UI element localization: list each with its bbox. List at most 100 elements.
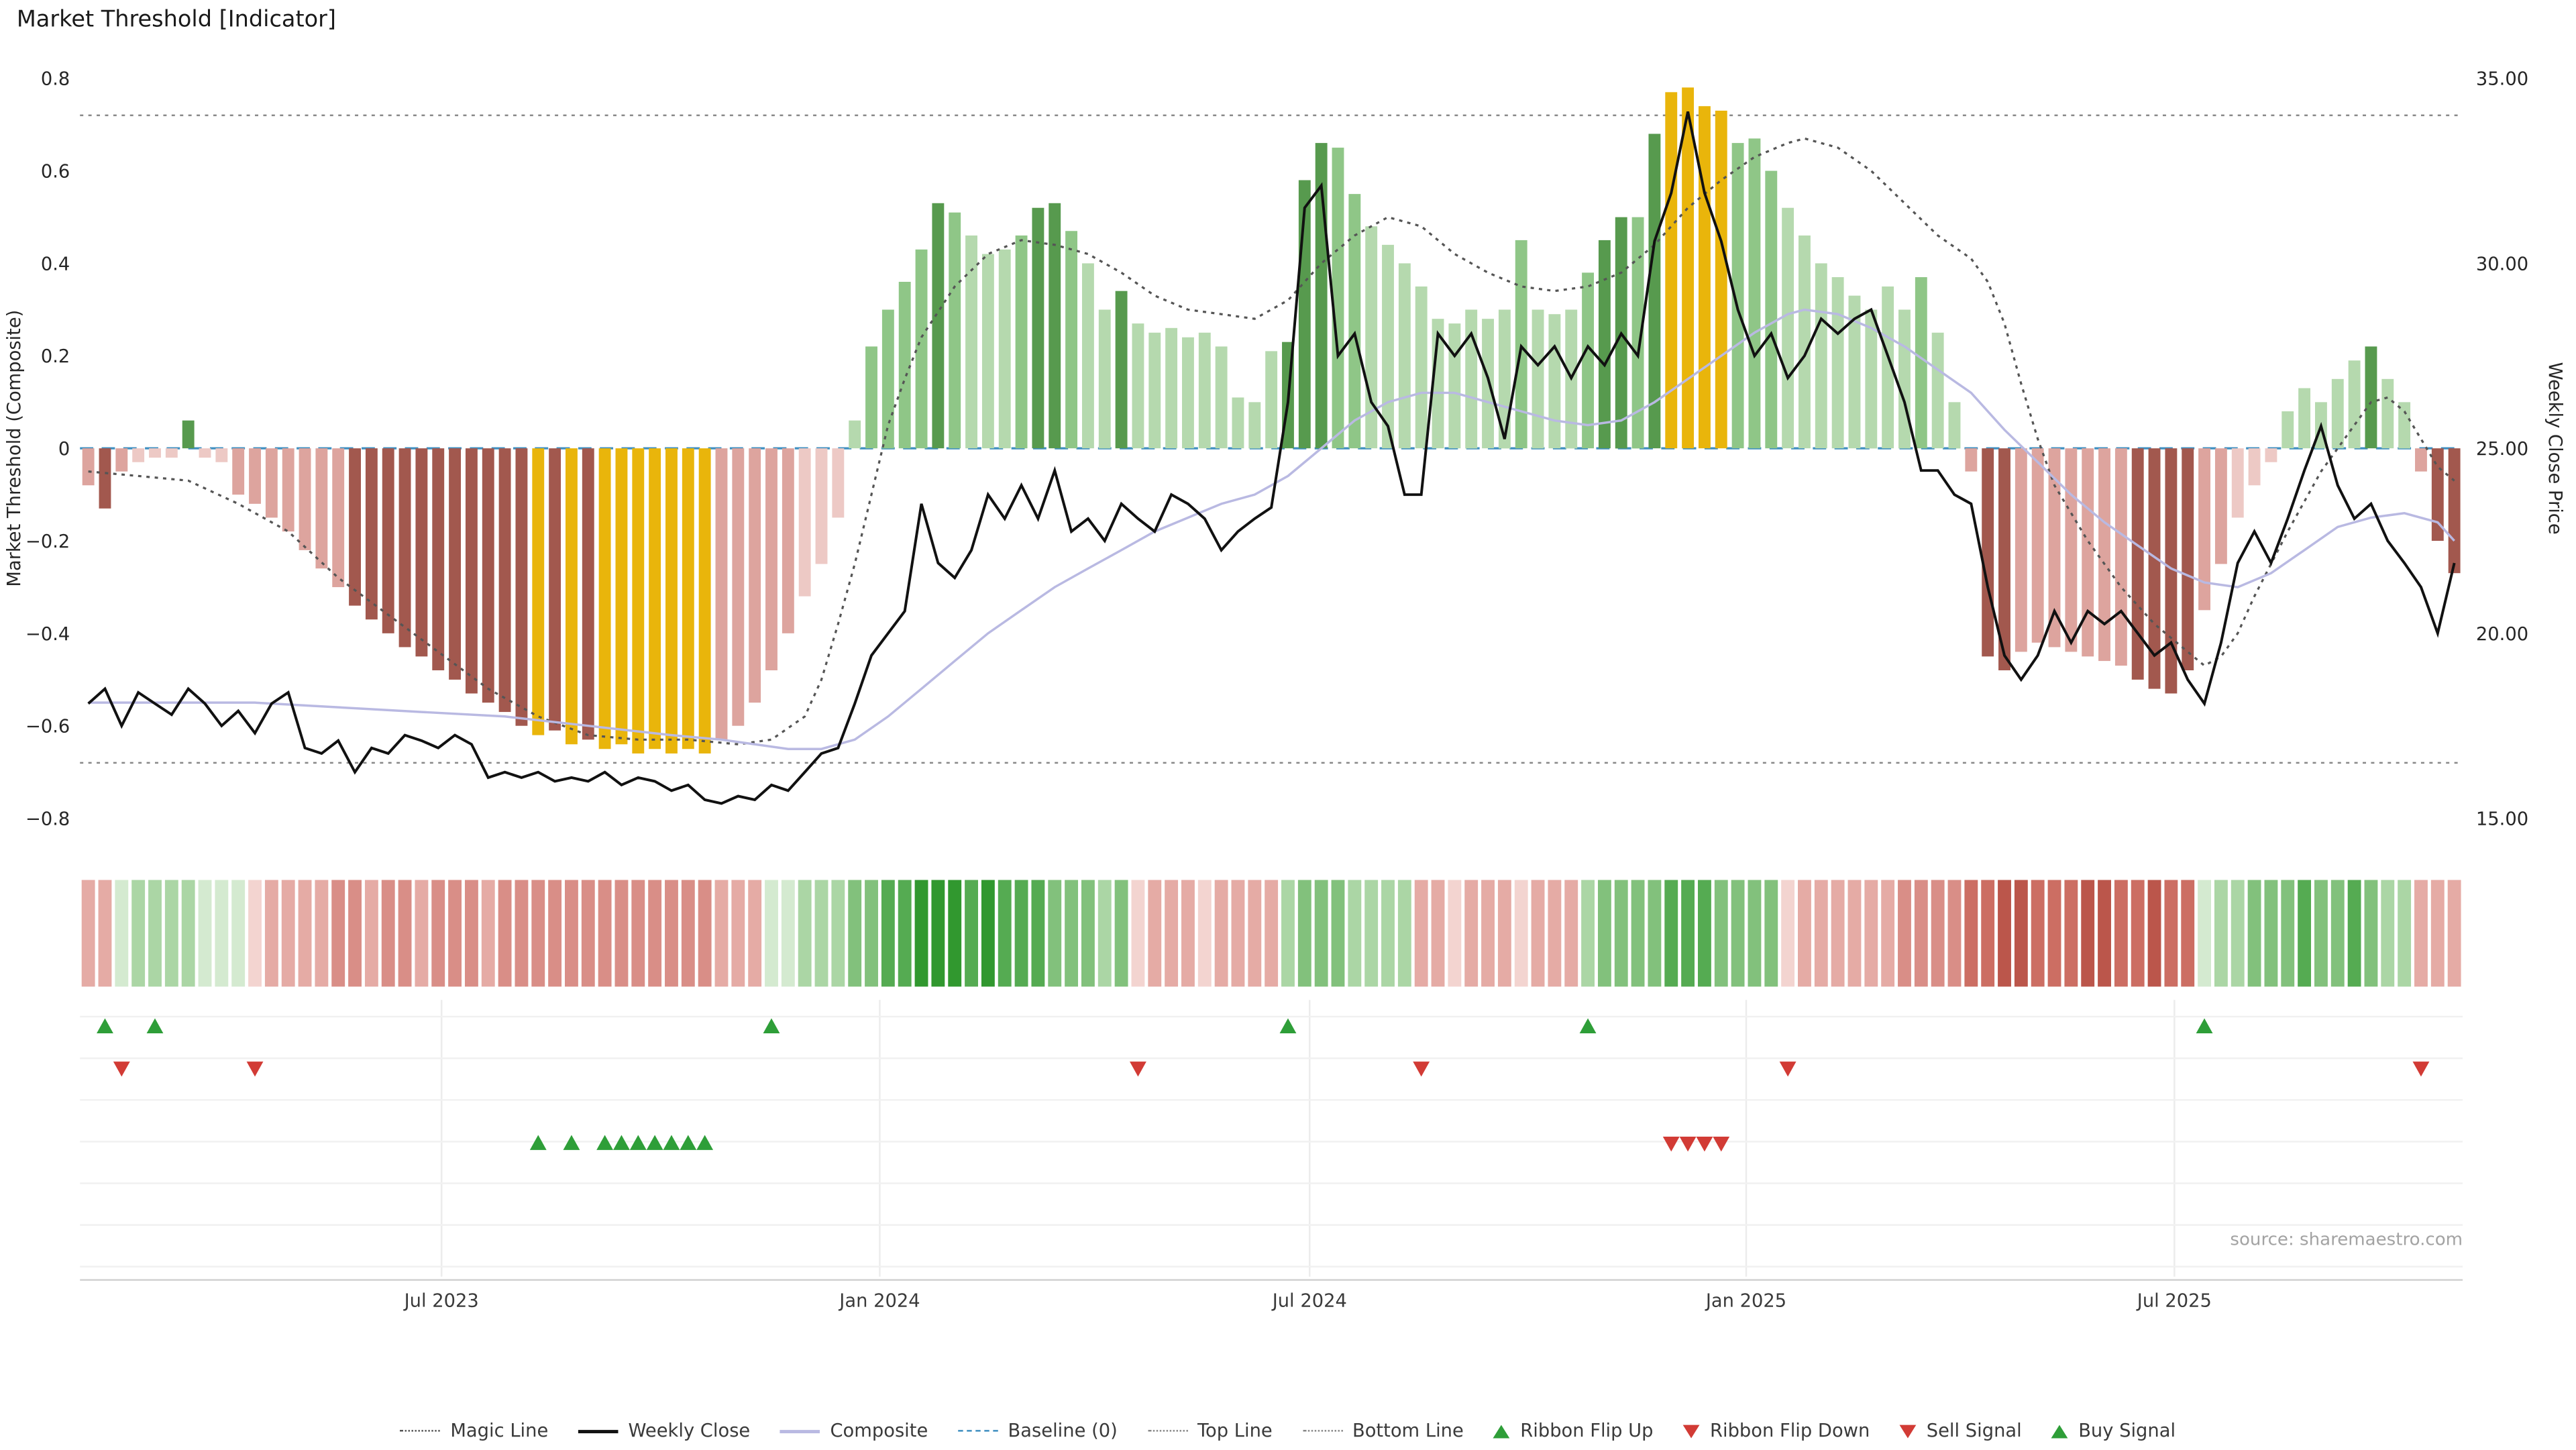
composite-bar xyxy=(2448,448,2461,574)
x-axis-tick: Jan 2024 xyxy=(838,1290,920,1311)
ribbon-cell xyxy=(115,880,129,987)
composite-bar xyxy=(549,448,561,731)
ribbon-flip-up-icon xyxy=(1579,1018,1597,1033)
composite-swatch xyxy=(780,1429,820,1433)
composite-bar xyxy=(915,249,928,449)
ribbon-cell xyxy=(1181,880,1195,987)
ribbon-cell xyxy=(931,880,945,987)
buy-signal-icon xyxy=(629,1135,647,1150)
composite-bar xyxy=(1915,277,1927,449)
ribbon-cell xyxy=(348,880,362,987)
ribbon-flip-up-icon xyxy=(1493,1424,1511,1438)
ribbon-cell xyxy=(1831,880,1845,987)
ribbon-cell xyxy=(1931,880,1945,987)
ribbon-cell xyxy=(1981,880,1995,987)
ribbon-cell xyxy=(2381,880,2395,987)
ribbon-cell xyxy=(131,880,146,987)
legend-label: Composite xyxy=(830,1420,928,1442)
composite-bar xyxy=(332,448,345,588)
ribbon-cell xyxy=(1548,880,1562,987)
ribbon-cell xyxy=(898,880,912,987)
composite-bar xyxy=(1248,402,1261,449)
composite-bar xyxy=(782,448,794,633)
right-axis-tick: 20.00 xyxy=(2476,624,2528,645)
composite-bar xyxy=(1065,231,1078,449)
ribbon-flip-up-icon xyxy=(2196,1018,2213,1033)
composite-bar xyxy=(2131,448,2144,680)
composite-bar xyxy=(1098,309,1111,449)
ribbon-flip-down-icon xyxy=(1413,1061,1430,1077)
ribbon-cell xyxy=(2247,880,2261,987)
ribbon-cell xyxy=(948,880,962,987)
ribbon-cell xyxy=(1448,880,1462,987)
composite-bar xyxy=(2381,378,2394,449)
ribbon-cell xyxy=(364,880,378,987)
composite-bar xyxy=(649,448,661,749)
ribbon-flip-up-icon xyxy=(1279,1018,1297,1033)
ribbon-cell xyxy=(2098,880,2111,987)
composite-bar xyxy=(2431,448,2444,541)
ribbon-cell xyxy=(315,880,329,987)
ribbon-cell xyxy=(1114,880,1128,987)
composite-bar xyxy=(932,203,945,449)
composite-bar xyxy=(1398,263,1411,449)
ribbon-cell xyxy=(1031,880,1045,987)
composite-bar xyxy=(1348,194,1361,449)
legend-item-buy-signal: Buy Signal xyxy=(2051,1420,2176,1441)
x-axis-tick: Jan 2025 xyxy=(1705,1290,1786,1311)
ribbon-flip-down-icon xyxy=(1779,1061,1796,1077)
weekly-close-swatch xyxy=(578,1429,619,1433)
composite-bar xyxy=(265,448,278,518)
x-axis-tick: Jul 2023 xyxy=(403,1290,479,1311)
composite-bar xyxy=(1982,448,1994,657)
left-axis-tick: 0.2 xyxy=(41,346,70,367)
composite-bar xyxy=(1132,323,1144,449)
ribbon-cell xyxy=(2181,880,2195,987)
ribbon-cell xyxy=(1898,880,1911,987)
indicator-chart: 0.8 0.6 0.4 0.2 0 −0.2 −0.4 −0.6 −0.8 35.00 30.00 2… xyxy=(4,69,2565,1312)
ribbon-cell xyxy=(431,880,445,987)
composite-bar xyxy=(1848,295,1861,449)
composite-bar xyxy=(881,309,894,449)
ribbon-cell xyxy=(1614,880,1628,987)
left-axis-tick: 0 xyxy=(58,439,70,460)
ribbon-cell xyxy=(531,880,545,987)
ribbon-cell xyxy=(2447,880,2461,987)
composite-line xyxy=(88,308,2455,750)
composite-bar xyxy=(2365,346,2377,449)
ribbon-cell xyxy=(1748,880,1762,987)
ribbon-flip-down-icon xyxy=(246,1061,264,1077)
composite-bar xyxy=(149,448,161,458)
composite-bar xyxy=(532,448,545,735)
composite-bar xyxy=(732,448,745,726)
ribbon-flip-down-icon xyxy=(2412,1061,2430,1077)
ribbon-cell xyxy=(548,880,562,987)
ribbon-cell xyxy=(415,880,429,987)
ribbon-cell xyxy=(1281,880,1295,987)
composite-bar xyxy=(598,448,611,749)
ribbon-cell xyxy=(2147,880,2161,987)
composite-bar xyxy=(2148,448,2161,689)
legend-item-magic-line: Magic Line xyxy=(400,1420,548,1441)
ribbon-cell xyxy=(1131,880,1145,987)
composite-bar xyxy=(415,448,428,657)
ribbon-cell xyxy=(1314,880,1328,987)
ribbon-cell xyxy=(1248,880,1262,987)
left-axis-tick: 0.4 xyxy=(41,254,70,274)
ribbon-cell xyxy=(1514,880,1528,987)
right-axis-tick: 25.00 xyxy=(2476,439,2528,460)
composite-bar xyxy=(1482,319,1494,449)
ribbon-cell xyxy=(1814,880,1828,987)
ribbon-cell xyxy=(1381,880,1395,987)
ribbon-cell xyxy=(2347,880,2361,987)
composite-bar xyxy=(1748,138,1761,449)
composite-bar xyxy=(115,448,128,472)
left-axis-label: Market Threshold (Composite) xyxy=(4,310,25,587)
composite-bar xyxy=(715,448,728,740)
legend-item-bottom-line: Bottom Line xyxy=(1302,1420,1464,1441)
legend-label: Baseline (0) xyxy=(1008,1420,1118,1442)
ribbon-cell xyxy=(1731,880,1745,987)
composite-bar xyxy=(1332,148,1344,449)
composite-bar xyxy=(349,448,361,606)
